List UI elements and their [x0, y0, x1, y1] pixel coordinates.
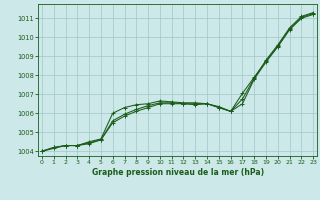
X-axis label: Graphe pression niveau de la mer (hPa): Graphe pression niveau de la mer (hPa): [92, 168, 264, 177]
